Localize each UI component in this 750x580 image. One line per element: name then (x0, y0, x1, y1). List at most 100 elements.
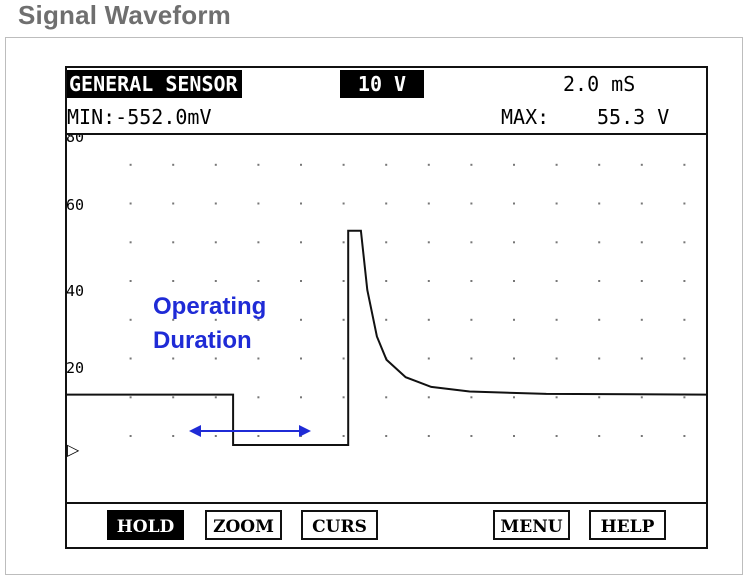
grid-dot (300, 357, 302, 360)
mode-label[interactable]: GENERAL SENSOR (67, 70, 242, 98)
grid-dot (427, 280, 430, 282)
zoom-button[interactable]: ZOOM (205, 510, 282, 540)
grid-dot (555, 357, 558, 360)
grid-dots (129, 163, 686, 437)
grid-dot (427, 241, 430, 244)
grid-dot (342, 396, 345, 399)
grid-dot (640, 435, 643, 437)
grid-dot (598, 202, 601, 205)
grid-dot (427, 357, 430, 360)
help-button[interactable]: HELP (589, 510, 666, 540)
grid-dot (470, 357, 473, 360)
grid-dot (427, 396, 430, 399)
grid-dot (214, 435, 217, 437)
grid-dot (342, 280, 345, 282)
grid-dot (555, 241, 558, 244)
grid-dot (555, 396, 558, 399)
grid-dot (214, 396, 217, 399)
grid-dot (513, 318, 515, 321)
grid-dot (385, 202, 388, 205)
volts-per-div[interactable]: 10 V (340, 70, 424, 98)
grid-dot (172, 396, 175, 399)
grid-dot (640, 202, 643, 205)
grid-dot (300, 241, 302, 244)
grid-dot (385, 435, 388, 437)
grid-dot (555, 435, 558, 437)
grid-dot (427, 202, 430, 205)
grid-dot (129, 202, 132, 205)
grid-dot (342, 202, 345, 205)
zero-marker-icon: ▷ (67, 440, 80, 459)
grid-dot (555, 163, 558, 166)
grid-dot (129, 435, 132, 437)
grid-dot (129, 318, 132, 321)
arrow-left-icon (189, 425, 201, 437)
grid-dot (640, 396, 643, 399)
grid-dot (257, 435, 260, 437)
curs-button[interactable]: CURS (301, 510, 378, 540)
grid-dot (129, 357, 132, 360)
y-tick-label-60: 60 (67, 196, 84, 214)
grid-dot (172, 357, 175, 360)
grid-dot (555, 280, 558, 282)
grid-dot (683, 318, 686, 321)
grid-dot (385, 241, 388, 244)
grid-dot (640, 280, 643, 282)
waveform-plot: 80 60 40 20 ▷ Operating Duration (67, 135, 706, 459)
hold-button[interactable]: HOLD (107, 510, 184, 540)
grid-dot (129, 163, 132, 166)
grid-dot (470, 435, 473, 437)
grid-dot (470, 318, 473, 321)
grid-dot (513, 202, 515, 205)
max-value: 55.3 V (597, 105, 670, 129)
grid-dot (172, 241, 175, 244)
y-tick-label-20: 20 (67, 359, 84, 377)
grid-dot (683, 280, 686, 282)
grid-dot (683, 202, 686, 205)
grid-dot (257, 163, 260, 166)
grid-dot (640, 318, 643, 321)
grid-dot (683, 396, 686, 399)
annotation-line-2: Duration (153, 327, 252, 354)
min-reading: MIN:-552.0mV (67, 105, 212, 129)
menu-button[interactable]: MENU (493, 510, 570, 540)
grid-dot (129, 396, 132, 399)
grid-dot (513, 435, 515, 437)
grid-dot (683, 241, 686, 244)
grid-dot (385, 280, 388, 282)
grid-dot (214, 280, 217, 282)
grid-dot (342, 357, 345, 360)
grid-dot (214, 318, 217, 321)
grid-dot (172, 318, 175, 321)
grid-dot (470, 202, 473, 205)
grid-dot (513, 241, 515, 244)
scope-screen: GENERAL SENSOR 10 V 2.0 mS MIN:-552.0mV … (65, 66, 708, 549)
grid-dot (427, 318, 430, 321)
grid-dot (513, 357, 515, 360)
grid-dot (300, 163, 302, 166)
grid-dot (555, 318, 558, 321)
grid-dot (640, 357, 643, 360)
grid-dot (214, 241, 217, 244)
grid-dot (640, 163, 643, 166)
grid-dot (513, 396, 515, 399)
grid-dot (172, 435, 175, 437)
scope-header-top: GENERAL SENSOR 10 V 2.0 mS (67, 68, 706, 100)
time-per-div[interactable]: 2.0 mS (563, 72, 636, 96)
grid-dot (385, 318, 388, 321)
grid-dot (470, 280, 473, 282)
scope-toolbar: HOLD ZOOM CURS MENU HELP (67, 502, 706, 549)
grid-dot (555, 202, 558, 205)
grid-dot (385, 163, 388, 166)
grid-dot (513, 163, 515, 166)
figure-frame (5, 37, 743, 575)
grid-dot (129, 241, 132, 244)
grid-dot (172, 280, 175, 282)
grid-dot (598, 396, 601, 399)
grid-dot (342, 163, 345, 166)
operating-duration-arrow (189, 425, 311, 437)
grid-dot (385, 396, 388, 399)
grid-dot (257, 241, 260, 244)
grid-dot (470, 241, 473, 244)
y-tick-label-40: 40 (67, 282, 84, 300)
